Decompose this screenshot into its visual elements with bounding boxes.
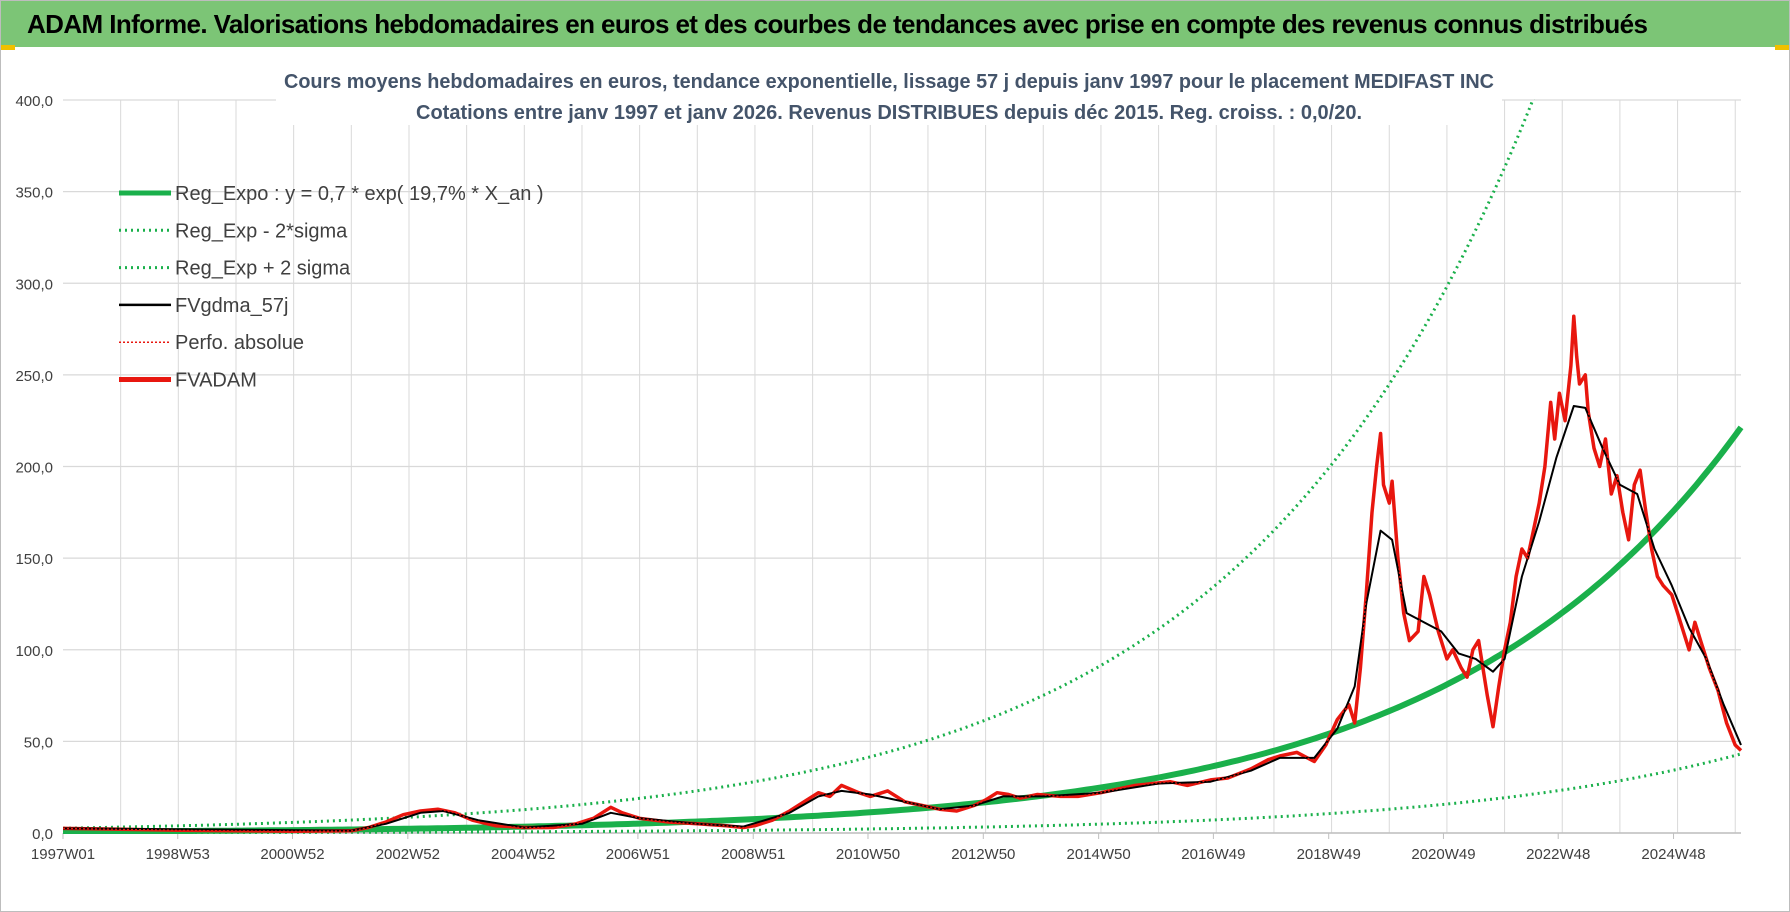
legend-label: Perfo. absolue xyxy=(175,332,304,354)
x-tick-label: 2022W48 xyxy=(1526,846,1590,863)
x-tick-label: 2016W49 xyxy=(1181,846,1245,863)
x-tick-label: 1998W53 xyxy=(146,846,210,863)
y-tick-label: 150,0 xyxy=(15,551,53,568)
series-fvgdma-57j xyxy=(63,405,1742,832)
x-tick-label: 2012W50 xyxy=(951,846,1015,863)
series-fvadam xyxy=(63,314,1743,833)
corner-marker xyxy=(1775,45,1789,50)
series-reg-expo xyxy=(63,425,1744,834)
y-tick-label: 200,0 xyxy=(15,460,53,477)
y-tick-label: 350,0 xyxy=(15,185,53,202)
x-tick-label: 2018W49 xyxy=(1297,846,1361,863)
corner-marker xyxy=(1,45,15,50)
chart-title: Cours moyens hebdomadaires en euros, ten… xyxy=(284,71,1494,93)
legend-label: Reg_Expo : y = 0,7 * exp( 19,7% * X_an ) xyxy=(175,183,544,205)
y-tick-label: 250,0 xyxy=(15,368,53,385)
x-tick-label: 2000W52 xyxy=(260,846,324,863)
x-tick-label: 2010W50 xyxy=(836,846,900,863)
legend-label: FVgdma_57j xyxy=(175,295,288,317)
legend-label: Reg_Exp + 2 sigma xyxy=(175,258,351,280)
title-background xyxy=(276,61,1502,125)
x-tick-label: 2002W52 xyxy=(376,846,440,863)
x-tick-label: 2008W51 xyxy=(721,846,785,863)
y-tick-label: 0,0 xyxy=(32,826,53,843)
header-bar: ADAM Informe. Valorisations hebdomadaire… xyxy=(1,1,1789,47)
legend-label: FVADAM xyxy=(175,370,257,392)
y-tick-label: 300,0 xyxy=(15,276,53,293)
chart-area: 0,0 50,0 100,0 150,0 200,0 250,0 300,0 350,0 400… xyxy=(15,61,1744,863)
x-tick-label: 2004W52 xyxy=(491,846,555,863)
x-tick-label: 2014W50 xyxy=(1067,846,1131,863)
y-tick-label: 400,0 xyxy=(15,93,53,110)
legend-label: Reg_Exp - 2*sigma xyxy=(175,220,348,242)
series-reg-exp-minus-2sigma xyxy=(63,752,1742,834)
x-tick-label: 2006W51 xyxy=(606,846,670,863)
x-tick-label: 2024W48 xyxy=(1641,846,1705,863)
chart-subtitle: Cotations entre janv 1997 et janv 2026. … xyxy=(416,102,1362,124)
series-perfo-absolue xyxy=(63,316,1742,832)
y-tick-label: 50,0 xyxy=(24,734,53,751)
x-tick-label: 1997W01 xyxy=(31,846,95,863)
x-tick-label: 2020W49 xyxy=(1411,846,1475,863)
y-tick-label: 100,0 xyxy=(15,643,53,660)
page-title: ADAM Informe. Valorisations hebdomadaire… xyxy=(27,9,1648,39)
